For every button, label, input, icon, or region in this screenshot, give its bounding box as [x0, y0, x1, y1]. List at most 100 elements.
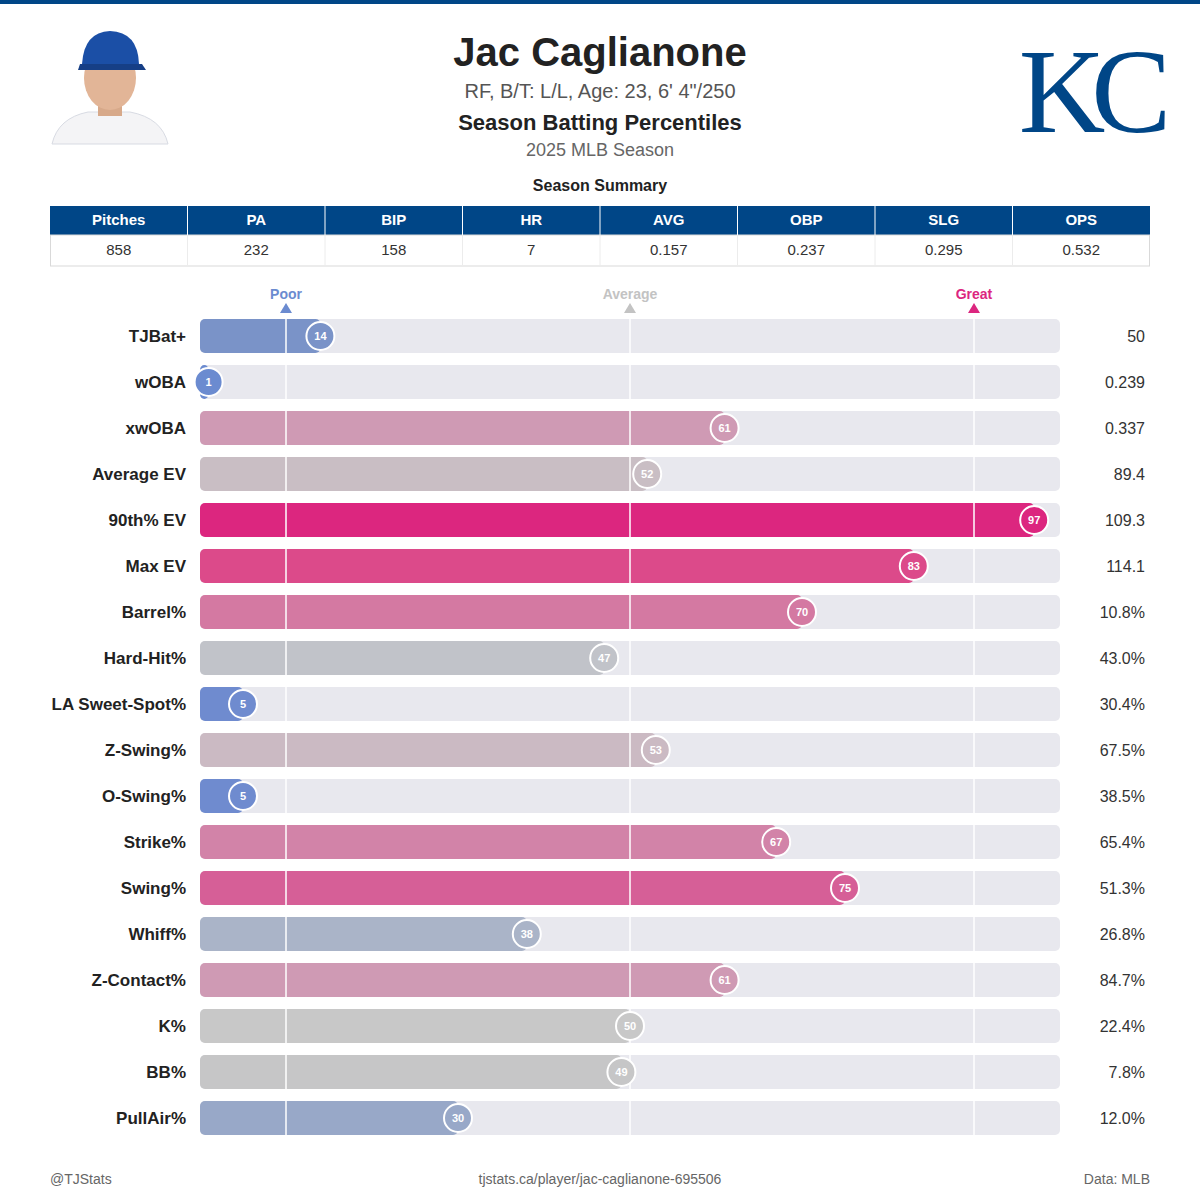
- category-label: Z-Swing%: [105, 741, 186, 760]
- data-label-badge: [711, 414, 739, 442]
- data-label-badge: [513, 920, 541, 948]
- table-cell: 0.532: [1062, 241, 1100, 258]
- table-body-sep: [187, 235, 188, 266]
- data-label: 61: [718, 422, 730, 434]
- table-header: PA: [246, 211, 266, 228]
- table-body-sep: [875, 235, 876, 266]
- table-header: AVG: [653, 211, 684, 228]
- bar: [200, 503, 1034, 537]
- bar: [200, 1101, 458, 1135]
- stat-value: 51.3%: [1100, 880, 1145, 897]
- table-header: Pitches: [92, 211, 145, 228]
- data-label: 5: [240, 698, 246, 710]
- data-label: 38: [521, 928, 533, 940]
- stat-value: 38.5%: [1100, 788, 1145, 805]
- data-label: 49: [615, 1066, 627, 1078]
- category-label: Swing%: [121, 879, 186, 898]
- stat-value: 12.0%: [1100, 1110, 1145, 1127]
- team-logo: KC: [1019, 25, 1166, 158]
- data-label: 53: [650, 744, 662, 756]
- stat-value: 67.5%: [1100, 742, 1145, 759]
- table-header: BIP: [381, 211, 406, 228]
- category-label: LA Sweet-Spot%: [52, 695, 186, 714]
- stat-value: 50: [1127, 328, 1145, 345]
- stat-value: 0.337: [1105, 420, 1145, 437]
- bar: [200, 411, 725, 445]
- data-label-badge: [195, 368, 223, 396]
- category-label: Average EV: [92, 465, 187, 484]
- table-header: SLG: [928, 211, 959, 228]
- category-label: Strike%: [124, 833, 186, 852]
- data-label: 30: [452, 1112, 464, 1124]
- tick-label: Average: [603, 286, 658, 302]
- season: 2025 MLB Season: [526, 140, 674, 160]
- table-header-sep: [875, 206, 876, 235]
- grid-line: [285, 313, 287, 1137]
- table-header: HR: [520, 211, 542, 228]
- data-label-badge: [444, 1104, 472, 1132]
- category-label: O-Swing%: [102, 787, 186, 806]
- data-label-badge: [607, 1058, 635, 1086]
- data-label-badge: [762, 828, 790, 856]
- player-photo: [52, 31, 168, 144]
- bar: [200, 1009, 630, 1043]
- bar-track: [200, 1055, 1060, 1089]
- table-cell: 0.157: [650, 241, 688, 258]
- stat-value: 30.4%: [1100, 696, 1145, 713]
- table-header-sep: [1012, 206, 1013, 235]
- data-label-badge: [633, 460, 661, 488]
- table-body-sep: [462, 235, 463, 266]
- data-label: 97: [1028, 514, 1040, 526]
- table-body-sep: [600, 235, 601, 266]
- table-body-sep: [1012, 235, 1013, 266]
- table-body-sep: [325, 235, 326, 266]
- grid-line: [973, 313, 975, 1137]
- photo-cap: [82, 31, 139, 64]
- table-header-sep: [600, 206, 601, 235]
- footer-center: tjstats.ca/player/jac-caglianone-695506: [479, 1171, 722, 1187]
- bar: [200, 549, 914, 583]
- bar: [200, 1055, 621, 1089]
- category-label: xwOBA: [126, 419, 186, 438]
- category-label: BB%: [146, 1063, 186, 1082]
- category-label: 90th% EV: [109, 511, 187, 530]
- table-header-sep: [462, 206, 463, 235]
- category-label: Barrel%: [122, 603, 186, 622]
- data-label-badge: [711, 966, 739, 994]
- category-label: Z-Contact%: [92, 971, 186, 990]
- subtitle: RF, B/T: L/L, Age: 23, 6' 4"/250: [464, 80, 735, 102]
- stat-value: 7.8%: [1109, 1064, 1145, 1081]
- data-label: 67: [770, 836, 782, 848]
- table-cell: 0.237: [787, 241, 825, 258]
- tick-label: Great: [956, 286, 993, 302]
- category-label: Hard-Hit%: [104, 649, 186, 668]
- stat-value: 10.8%: [1100, 604, 1145, 621]
- bar: [200, 963, 725, 997]
- stat-value: 43.0%: [1100, 650, 1145, 667]
- category-label: Max EV: [126, 557, 187, 576]
- bar-track: [200, 1009, 1060, 1043]
- data-label-badge: [616, 1012, 644, 1040]
- table-cell: 0.295: [925, 241, 963, 258]
- category-label: TJBat+: [129, 327, 186, 346]
- bar: [200, 595, 802, 629]
- bar: [200, 871, 845, 905]
- title: Jac Caglianone: [453, 30, 746, 74]
- table-header-sep: [737, 206, 738, 235]
- stat-value: 89.4: [1114, 466, 1145, 483]
- tick-marker: [968, 303, 980, 313]
- data-label: 83: [908, 560, 920, 572]
- data-label: 47: [598, 652, 610, 664]
- data-label: 5: [240, 790, 246, 802]
- stat-value: 109.3: [1105, 512, 1145, 529]
- table-header-sep: [325, 206, 326, 235]
- category-label: PullAir%: [116, 1109, 186, 1128]
- table-cell: 858: [106, 241, 131, 258]
- tick-marker: [624, 303, 636, 313]
- data-label-badge: [306, 322, 334, 350]
- table-body-sep: [737, 235, 738, 266]
- stat-value: 22.4%: [1100, 1018, 1145, 1035]
- data-label: 70: [796, 606, 808, 618]
- stat-value: 65.4%: [1100, 834, 1145, 851]
- data-label-badge: [1020, 506, 1048, 534]
